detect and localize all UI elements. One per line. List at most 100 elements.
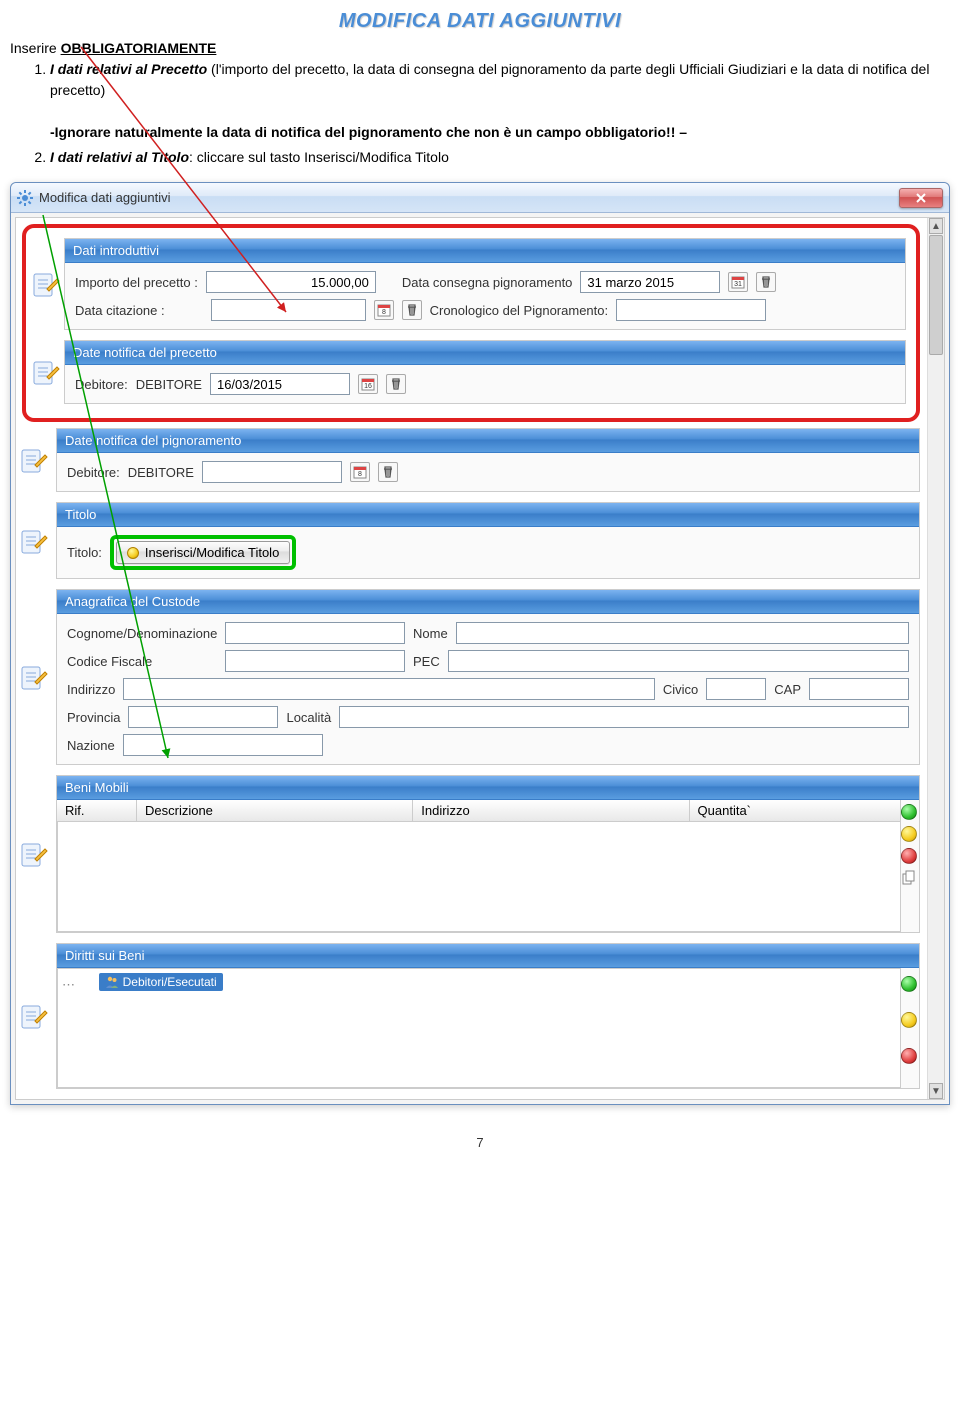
cap-label: CAP (774, 682, 801, 697)
svg-text:16: 16 (364, 383, 372, 390)
diritti-tree-body[interactable]: ⋯ Debitori/Esecutati (57, 968, 901, 1088)
notifica-pignoramento-date-input[interactable] (202, 461, 342, 483)
green-highlight-box: Inserisci/Modifica Titolo (110, 535, 296, 570)
pec-label: PEC (413, 654, 440, 669)
delete-button[interactable] (402, 300, 422, 320)
instruction-item-2: I dati relativi al Titolo: cliccare sul … (50, 147, 950, 168)
data-citazione-label: Data citazione : (75, 303, 165, 318)
inserisci-modifica-titolo-button[interactable]: Inserisci/Modifica Titolo (116, 541, 290, 564)
section-header-beni-mobili: Beni Mobili (57, 776, 919, 800)
edit-note-icon (19, 1001, 49, 1031)
col-descrizione[interactable]: Descrizione (137, 800, 413, 821)
edit-button[interactable] (901, 826, 917, 842)
copy-icon[interactable] (901, 870, 917, 886)
civico-label: Civico (663, 682, 698, 697)
section-header-diritti: Diritti sui Beni (57, 944, 919, 968)
close-icon (916, 193, 926, 203)
titolo-button-label: Inserisci/Modifica Titolo (145, 545, 279, 560)
edit-note-icon (19, 662, 49, 692)
cognome-input[interactable] (225, 622, 405, 644)
scroll-thumb[interactable] (929, 235, 943, 355)
section-header-notifica-pignoramento: Date notifica del pignoramento (57, 429, 919, 453)
indirizzo-label: Indirizzo (67, 682, 115, 697)
civico-input[interactable] (706, 678, 766, 700)
nazione-input[interactable] (123, 734, 323, 756)
debitore-label: Debitore: (75, 377, 128, 392)
beni-table-body[interactable] (57, 822, 901, 932)
item1-note: -Ignorare naturalmente la data di notifi… (50, 124, 687, 140)
data-consegna-input[interactable] (580, 271, 720, 293)
localita-label: Località (286, 710, 331, 725)
col-quantita[interactable]: Quantita` (690, 800, 901, 821)
tree-node-debitori[interactable]: Debitori/Esecutati (99, 973, 223, 991)
remove-button[interactable] (901, 1048, 917, 1064)
add-button[interactable] (901, 976, 917, 992)
calendar-button[interactable]: 16 (358, 374, 378, 394)
edit-note-icon (19, 526, 49, 556)
section-header-notifica-precetto: Date notifica del precetto (65, 341, 905, 365)
section-notifica-pignoramento: Date notifica del pignoramento Debitore:… (56, 428, 920, 492)
notifica-precetto-date-input[interactable] (210, 373, 350, 395)
nome-label: Nome (413, 626, 448, 641)
scroll-down-button[interactable]: ▼ (929, 1083, 943, 1099)
people-icon (105, 975, 119, 989)
edit-button[interactable] (901, 1012, 917, 1028)
delete-button[interactable] (756, 272, 776, 292)
dialog-window: Modifica dati aggiuntivi Dati introdutti… (10, 182, 950, 1105)
scroll-up-button[interactable]: ▲ (929, 218, 943, 234)
cf-label: Codice Fiscale (67, 654, 217, 669)
calendar-button[interactable]: 8 (350, 462, 370, 482)
section-header-custode: Anagrafica del Custode (57, 590, 919, 614)
page-title: MODIFICA DATI AGGIUNTIVI (0, 10, 960, 33)
edit-note-icon (19, 445, 49, 475)
dialog-titlebar[interactable]: Modifica dati aggiuntivi (11, 183, 949, 213)
svg-text:8: 8 (382, 309, 386, 316)
delete-button[interactable] (386, 374, 406, 394)
remove-button[interactable] (901, 848, 917, 864)
col-rif[interactable]: Rif. (57, 800, 137, 821)
dialog-title-text: Modifica dati aggiuntivi (39, 190, 171, 205)
instructions-block: Inserire OBBLIGATORIAMENTE I dati relati… (0, 38, 960, 182)
edit-note-icon (31, 269, 61, 299)
section-dati-introduttivi: Dati introduttivi Importo del precetto :… (64, 238, 906, 330)
section-diritti: Diritti sui Beni ⋯ Debitori/Esecutati (56, 943, 920, 1089)
indirizzo-input[interactable] (123, 678, 654, 700)
nazione-label: Nazione (67, 738, 115, 753)
item2-bold: I dati relativi al Titolo (50, 149, 189, 165)
cronologico-input[interactable] (616, 299, 766, 321)
calendar-button[interactable]: 8 (374, 300, 394, 320)
diritti-side-actions (901, 968, 917, 1064)
tree-node-label: Debitori/Esecutati (123, 975, 217, 989)
debitore-name: DEBITORE (136, 377, 202, 392)
edit-note-icon (31, 357, 61, 387)
edit-note-icon (19, 839, 49, 869)
cap-input[interactable] (809, 678, 909, 700)
pec-input[interactable] (448, 650, 909, 672)
item1-bold: I dati relativi al Precetto (50, 61, 207, 77)
close-button[interactable] (899, 188, 943, 208)
obbligatoriamente-text: OBBLIGATORIAMENTE (61, 40, 217, 56)
debitore-name: DEBITORE (128, 465, 194, 480)
localita-input[interactable] (339, 706, 909, 728)
nome-input[interactable] (456, 622, 909, 644)
col-indirizzo[interactable]: Indirizzo (413, 800, 689, 821)
importo-input[interactable] (206, 271, 376, 293)
debitore-label: Debitore: (67, 465, 120, 480)
add-button[interactable] (901, 804, 917, 820)
delete-button[interactable] (378, 462, 398, 482)
section-header-titolo: Titolo (57, 503, 919, 527)
cf-input[interactable] (225, 650, 405, 672)
yellow-ball-icon (127, 547, 139, 559)
page-number: 7 (0, 1105, 960, 1160)
beni-side-actions (901, 800, 917, 886)
svg-text:8: 8 (358, 471, 362, 478)
calendar-button[interactable]: 31 (728, 272, 748, 292)
data-consegna-label: Data consegna pignoramento (402, 275, 573, 290)
section-notifica-precetto: Date notifica del precetto Debitore: DEB… (64, 340, 906, 404)
section-custode: Anagrafica del Custode Cognome/Denominaz… (56, 589, 920, 765)
provincia-input[interactable] (128, 706, 278, 728)
vertical-scrollbar[interactable]: ▲ ▼ (927, 218, 944, 1099)
item2-rest: : cliccare sul tasto Inserisci/Modifica … (189, 149, 449, 165)
provincia-label: Provincia (67, 710, 120, 725)
data-citazione-input[interactable] (211, 299, 366, 321)
